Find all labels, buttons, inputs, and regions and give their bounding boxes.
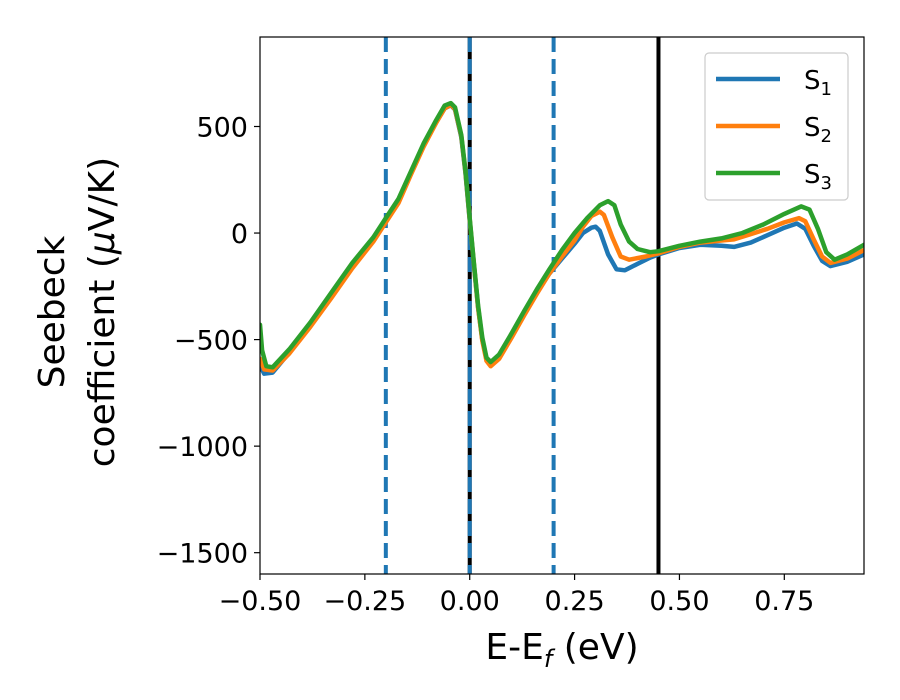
y-tick-label: −500 bbox=[174, 326, 248, 357]
y-axis: −1500 −1000 −500 0 500 bbox=[157, 113, 260, 570]
y-axis-label-mu: μ bbox=[82, 231, 123, 255]
x-tick-label: 0.25 bbox=[545, 586, 605, 617]
plot-frame bbox=[259, 36, 865, 575]
x-axis-label: E-Ef (eV) bbox=[485, 627, 638, 673]
y-tick-label: −1500 bbox=[157, 539, 248, 570]
x-axis-label-unit: (eV) bbox=[552, 627, 638, 668]
y-tick-label: −1000 bbox=[157, 432, 248, 463]
x-axis-label-main: E-E bbox=[485, 627, 543, 668]
x-tick-label: 0.50 bbox=[649, 586, 709, 617]
series-layer bbox=[260, 100, 864, 376]
x-axis: −0.50 −0.25 0.00 0.25 0.50 0.75 bbox=[219, 574, 814, 617]
legend-label-s1: S1 bbox=[804, 66, 832, 100]
y-tick-label: 500 bbox=[196, 113, 248, 144]
x-tick-label: 0.00 bbox=[440, 586, 500, 617]
y-axis-label: Seebeck coefficient (μV/K) bbox=[32, 157, 123, 467]
reference-lines bbox=[383, 37, 661, 574]
legend-label-s3: S3 bbox=[804, 160, 832, 194]
y-axis-label-line2-a: coefficient ( bbox=[82, 254, 123, 467]
x-tick-label: 0.75 bbox=[754, 586, 814, 617]
x-tick-label: −0.50 bbox=[219, 586, 302, 617]
y-tick-label: 0 bbox=[231, 219, 248, 250]
legend: S1 S2 S3 bbox=[704, 52, 849, 201]
y-axis-label-line1: Seebeck bbox=[32, 235, 73, 388]
x-tick-label: −0.25 bbox=[323, 586, 406, 617]
y-axis-label-line2-b: V/K) bbox=[82, 157, 123, 231]
y-axis-label-line2: coefficient (μV/K) bbox=[82, 157, 123, 467]
series-line-s3 bbox=[260, 100, 864, 370]
legend-label-s2: S2 bbox=[804, 113, 832, 147]
